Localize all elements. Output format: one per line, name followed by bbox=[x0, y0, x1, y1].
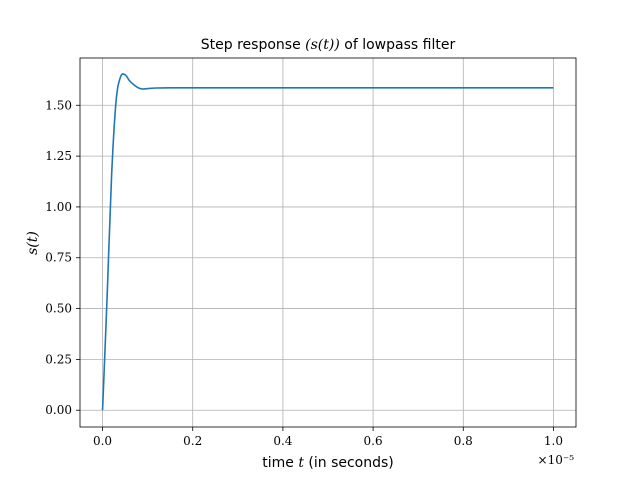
y-tick-label: 0.50 bbox=[45, 302, 72, 316]
y-tick-label: 1.00 bbox=[45, 200, 72, 214]
x-tick-label: 0.4 bbox=[273, 434, 292, 448]
x-tick-label: 0.2 bbox=[183, 434, 202, 448]
y-tick-label: 1.25 bbox=[45, 149, 72, 163]
series-layer bbox=[101, 73, 554, 411]
x-tick-label: 0.0 bbox=[93, 434, 112, 448]
y-tick-label: 0.25 bbox=[45, 352, 72, 366]
y-tick-label: 1.50 bbox=[45, 98, 72, 112]
x-axis-offset-label: ×10⁻⁵ bbox=[538, 453, 575, 467]
x-axis-label: time t (in seconds) bbox=[262, 455, 394, 471]
y-tick-label: 0.00 bbox=[45, 403, 72, 417]
y-axis-ticks: 0.00 0.25 0.50 0.75 1.00 1.25 1.50 bbox=[45, 98, 80, 417]
x-tick-label: 1.0 bbox=[544, 434, 563, 448]
x-axis-ticks: 0.0 0.2 0.4 0.6 0.8 1.0 bbox=[93, 427, 563, 448]
axes-frame bbox=[79, 57, 577, 428]
y-axis-label: s(t) bbox=[25, 231, 41, 255]
x-tick-label: 0.6 bbox=[364, 434, 383, 448]
grid bbox=[80, 58, 576, 427]
chart-title: Step response (s(t)) of lowpass filter bbox=[201, 37, 456, 53]
x-tick-label: 0.8 bbox=[454, 434, 473, 448]
series-line bbox=[101, 73, 554, 411]
y-tick-label: 0.75 bbox=[45, 251, 72, 265]
